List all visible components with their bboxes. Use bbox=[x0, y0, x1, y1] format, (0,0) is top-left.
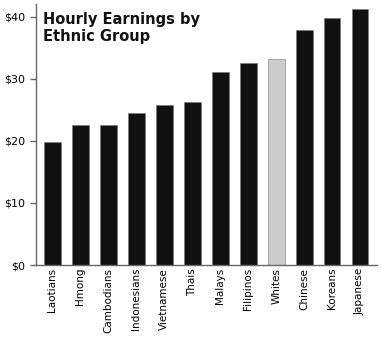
Bar bbox=[212, 72, 229, 265]
Bar bbox=[324, 19, 341, 265]
Bar bbox=[240, 63, 256, 265]
Bar bbox=[268, 59, 285, 265]
Bar bbox=[44, 142, 61, 265]
Bar bbox=[156, 105, 173, 265]
Bar bbox=[72, 125, 89, 265]
Bar bbox=[352, 9, 368, 265]
Text: Hourly Earnings by
Ethnic Group: Hourly Earnings by Ethnic Group bbox=[43, 12, 200, 44]
Bar bbox=[296, 30, 312, 265]
Bar bbox=[184, 102, 201, 265]
Bar bbox=[100, 125, 117, 265]
Bar bbox=[128, 113, 145, 265]
